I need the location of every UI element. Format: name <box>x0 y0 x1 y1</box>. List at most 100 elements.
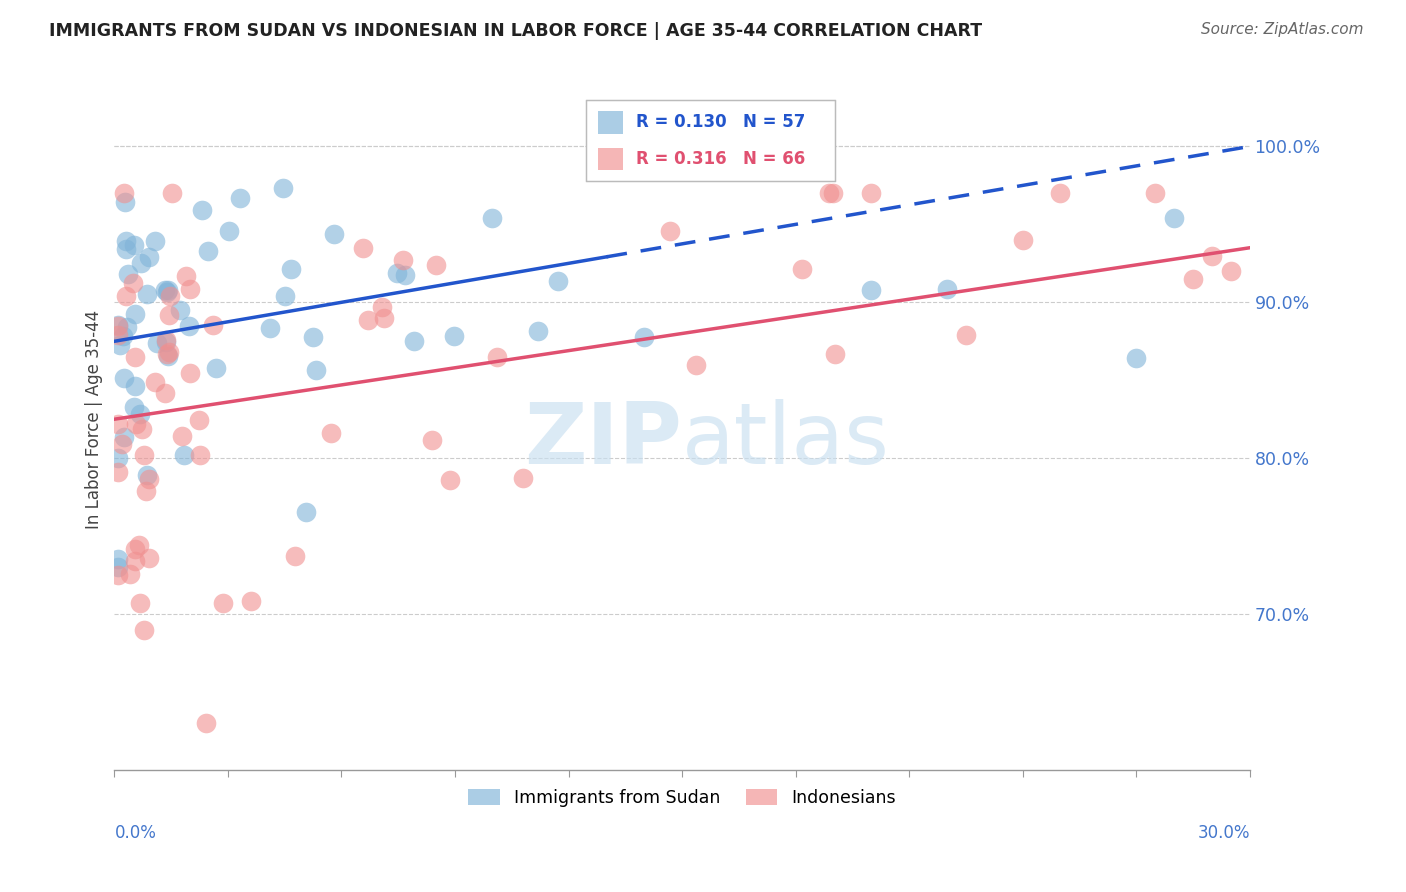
Point <box>173 448 195 462</box>
Point <box>357 313 380 327</box>
Point <box>111 329 134 343</box>
Point <box>204 360 226 375</box>
Point <box>107 417 129 431</box>
Point <box>156 346 179 360</box>
Point <box>138 472 160 486</box>
Point <box>228 191 250 205</box>
Point <box>135 287 157 301</box>
Point <box>179 282 201 296</box>
Point <box>136 467 159 482</box>
Point <box>115 320 138 334</box>
Point <box>122 401 145 415</box>
Point <box>1011 233 1033 247</box>
Point <box>107 451 129 466</box>
Point <box>685 358 707 372</box>
Point <box>155 385 177 400</box>
Point <box>138 250 160 264</box>
Point <box>385 266 408 280</box>
Point <box>128 596 150 610</box>
Point <box>138 550 160 565</box>
Point <box>132 623 155 637</box>
Point <box>1201 248 1223 262</box>
Point <box>212 596 235 610</box>
Point <box>1181 272 1204 286</box>
Point <box>370 300 392 314</box>
Point <box>323 227 346 242</box>
Point <box>280 262 302 277</box>
Point <box>202 318 225 332</box>
Point <box>107 465 129 479</box>
Point <box>145 234 167 248</box>
Point <box>107 560 129 574</box>
Point <box>955 327 977 342</box>
Point <box>112 430 135 444</box>
Point <box>284 549 307 564</box>
Point <box>271 180 294 194</box>
Point <box>352 241 374 255</box>
Point <box>274 289 297 303</box>
Point <box>112 371 135 385</box>
Point <box>124 350 146 364</box>
Point <box>179 318 201 333</box>
Point <box>190 203 212 218</box>
Point <box>443 328 465 343</box>
Point <box>824 347 846 361</box>
Point <box>1219 264 1241 278</box>
Point <box>107 318 129 332</box>
Point <box>107 552 129 566</box>
Y-axis label: In Labor Force | Age 35-44: In Labor Force | Age 35-44 <box>86 310 103 529</box>
Point <box>107 318 129 333</box>
Point <box>124 541 146 556</box>
Point <box>155 285 177 299</box>
Point <box>124 379 146 393</box>
Point <box>128 538 150 552</box>
Point <box>117 267 139 281</box>
Text: 30.0%: 30.0% <box>1198 824 1250 842</box>
Point <box>179 366 201 380</box>
Point <box>420 433 443 447</box>
Point <box>259 321 281 335</box>
Point <box>305 363 328 377</box>
Point <box>817 186 839 201</box>
Point <box>1125 351 1147 366</box>
Point <box>129 407 152 421</box>
Point <box>110 338 132 352</box>
Point <box>197 244 219 259</box>
Point <box>145 336 167 351</box>
Point <box>391 253 413 268</box>
Point <box>481 211 503 226</box>
Point <box>936 282 959 296</box>
Point <box>439 473 461 487</box>
Point <box>115 289 138 303</box>
Point <box>135 483 157 498</box>
Point <box>125 417 148 431</box>
Point <box>143 376 166 390</box>
Point <box>860 186 883 201</box>
Point <box>790 261 813 276</box>
Point <box>162 186 184 201</box>
Point <box>107 327 129 342</box>
Point <box>319 425 342 440</box>
Point <box>658 224 681 238</box>
Point <box>129 256 152 270</box>
Point <box>122 238 145 252</box>
Point <box>157 345 180 359</box>
Point <box>157 308 180 322</box>
Point <box>107 568 129 582</box>
Point <box>124 554 146 568</box>
Point <box>512 471 534 485</box>
Text: IMMIGRANTS FROM SUDAN VS INDONESIAN IN LABOR FORCE | AGE 35-44 CORRELATION CHART: IMMIGRANTS FROM SUDAN VS INDONESIAN IN L… <box>49 22 983 40</box>
Point <box>823 186 845 201</box>
Point <box>294 505 316 519</box>
Point <box>486 350 509 364</box>
Point <box>302 330 325 344</box>
Point <box>1163 211 1185 226</box>
Point <box>157 349 180 363</box>
Point <box>860 283 883 297</box>
Point <box>425 259 447 273</box>
Point <box>187 412 209 426</box>
Point <box>394 268 416 282</box>
Point <box>188 448 211 462</box>
Text: Source: ZipAtlas.com: Source: ZipAtlas.com <box>1201 22 1364 37</box>
Point <box>124 307 146 321</box>
